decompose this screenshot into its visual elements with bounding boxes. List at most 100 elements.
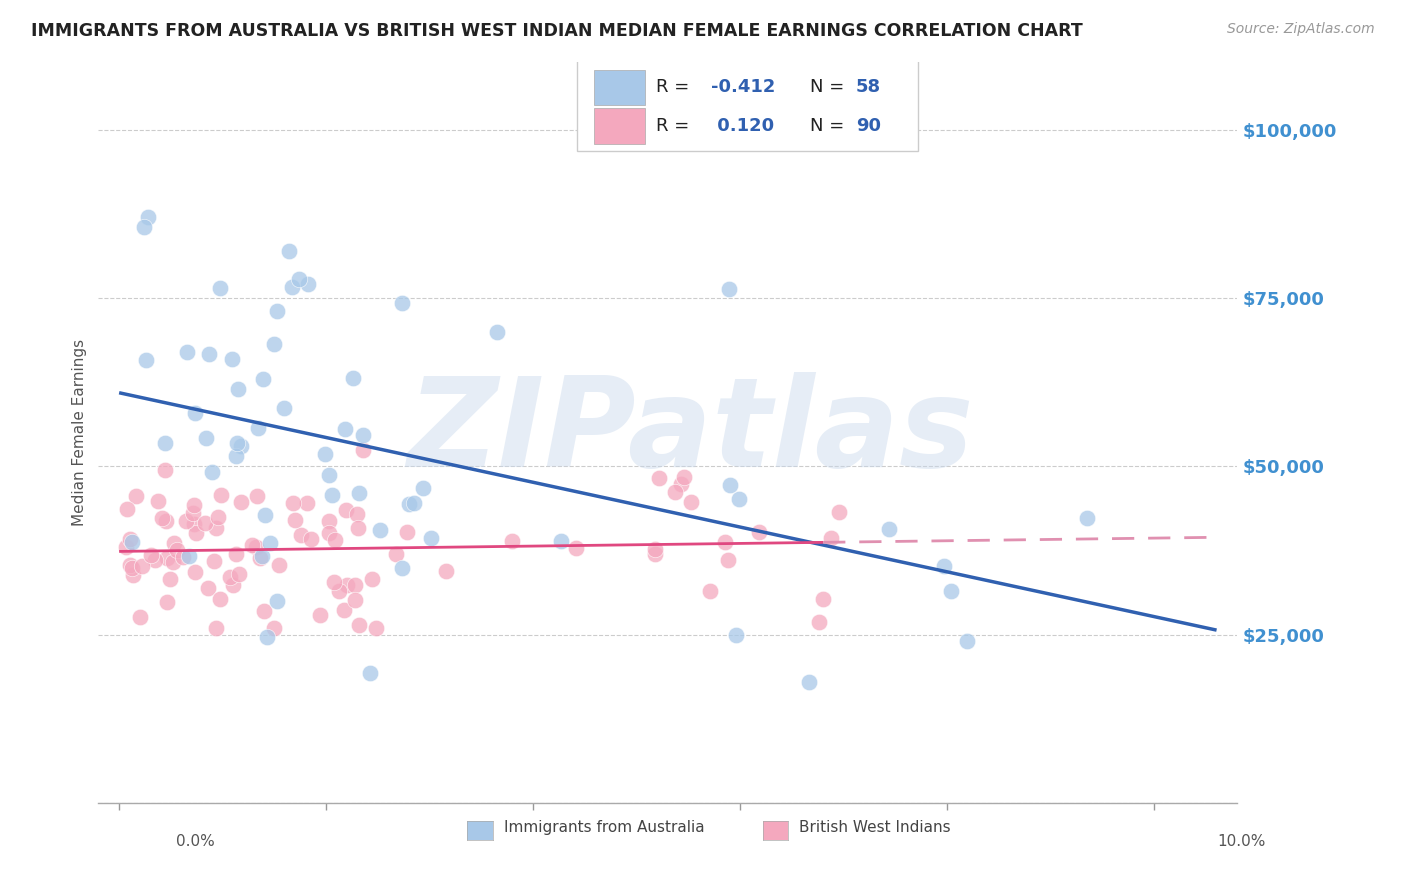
Text: R =: R = (657, 78, 696, 95)
Text: 58: 58 (856, 78, 882, 95)
Point (281, 496, 304, 510)
Point (939, 584, 962, 599)
Point (159, 573, 181, 587)
Text: 0.0%: 0.0% (176, 834, 215, 849)
Point (163, 535, 186, 549)
Point (266, 594, 288, 608)
Point (229, 439, 252, 453)
Point (352, 427, 374, 442)
Point (172, 550, 194, 565)
Point (150, 510, 173, 524)
Text: 90: 90 (856, 117, 880, 135)
Point (246, 489, 269, 503)
Point (205, 621, 228, 635)
Point (183, 499, 205, 513)
Point (820, 531, 842, 545)
Point (263, 621, 285, 635)
Text: ZIPatlas: ZIPatlas (408, 372, 974, 493)
Point (120, 558, 142, 572)
Point (724, 628, 747, 642)
Point (194, 516, 217, 530)
Point (183, 565, 205, 579)
Point (247, 420, 270, 434)
Point (141, 548, 163, 562)
Point (263, 336, 285, 351)
Point (129, 609, 152, 624)
Point (333, 602, 356, 616)
Point (321, 488, 343, 502)
Point (391, 560, 413, 574)
Text: British West Indians: British West Indians (799, 821, 950, 835)
Point (318, 526, 340, 541)
Point (807, 615, 830, 629)
Point (299, 533, 322, 547)
Point (699, 584, 721, 599)
Point (121, 560, 143, 574)
Point (273, 401, 295, 415)
Point (932, 559, 955, 574)
Text: Immigrants from Australia: Immigrants from Australia (503, 821, 704, 835)
Point (436, 565, 458, 579)
Point (343, 577, 366, 591)
Point (253, 508, 276, 522)
Point (122, 568, 145, 582)
Text: N =: N = (810, 78, 851, 95)
Point (360, 572, 382, 586)
Point (221, 578, 243, 592)
Point (385, 547, 408, 561)
Point (135, 352, 157, 367)
Point (314, 447, 336, 461)
Point (565, 541, 588, 555)
Point (131, 559, 153, 574)
Point (245, 541, 267, 555)
Point (209, 281, 232, 295)
Point (179, 549, 201, 563)
Y-axis label: Median Female Earnings: Median Female Earnings (72, 339, 87, 526)
Point (323, 533, 346, 547)
Point (253, 604, 276, 618)
Point (252, 549, 274, 563)
Point (347, 486, 370, 500)
Point (368, 523, 391, 537)
Point (176, 344, 198, 359)
Point (664, 484, 686, 499)
Point (391, 296, 413, 310)
FancyBboxPatch shape (593, 70, 645, 105)
Point (156, 550, 179, 565)
Point (148, 494, 170, 508)
Point (228, 566, 250, 581)
Point (181, 506, 204, 520)
Point (162, 555, 184, 569)
Point (648, 471, 671, 485)
Point (550, 533, 572, 548)
Point (115, 502, 138, 516)
Point (288, 271, 311, 285)
Point (419, 531, 441, 545)
Point (219, 570, 242, 584)
Point (336, 577, 359, 591)
Point (681, 495, 703, 509)
Point (252, 372, 274, 386)
Point (295, 496, 318, 510)
Point (229, 495, 252, 509)
Point (153, 435, 176, 450)
Point (259, 536, 281, 550)
Point (748, 525, 770, 540)
Point (797, 674, 820, 689)
Point (717, 553, 740, 567)
Point (290, 528, 312, 542)
Point (501, 534, 523, 549)
FancyBboxPatch shape (593, 108, 645, 144)
Point (281, 280, 304, 294)
Point (359, 665, 381, 680)
FancyBboxPatch shape (576, 55, 918, 152)
Point (115, 541, 138, 555)
Point (226, 382, 249, 396)
Point (225, 547, 247, 561)
Point (201, 465, 224, 479)
Point (197, 347, 219, 361)
Point (277, 244, 299, 258)
Point (956, 633, 979, 648)
Point (347, 521, 370, 535)
Point (120, 532, 142, 546)
